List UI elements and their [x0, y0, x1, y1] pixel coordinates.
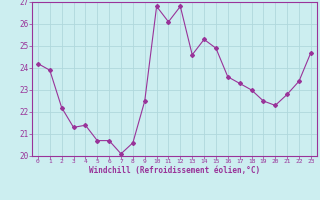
X-axis label: Windchill (Refroidissement éolien,°C): Windchill (Refroidissement éolien,°C) [89, 166, 260, 175]
